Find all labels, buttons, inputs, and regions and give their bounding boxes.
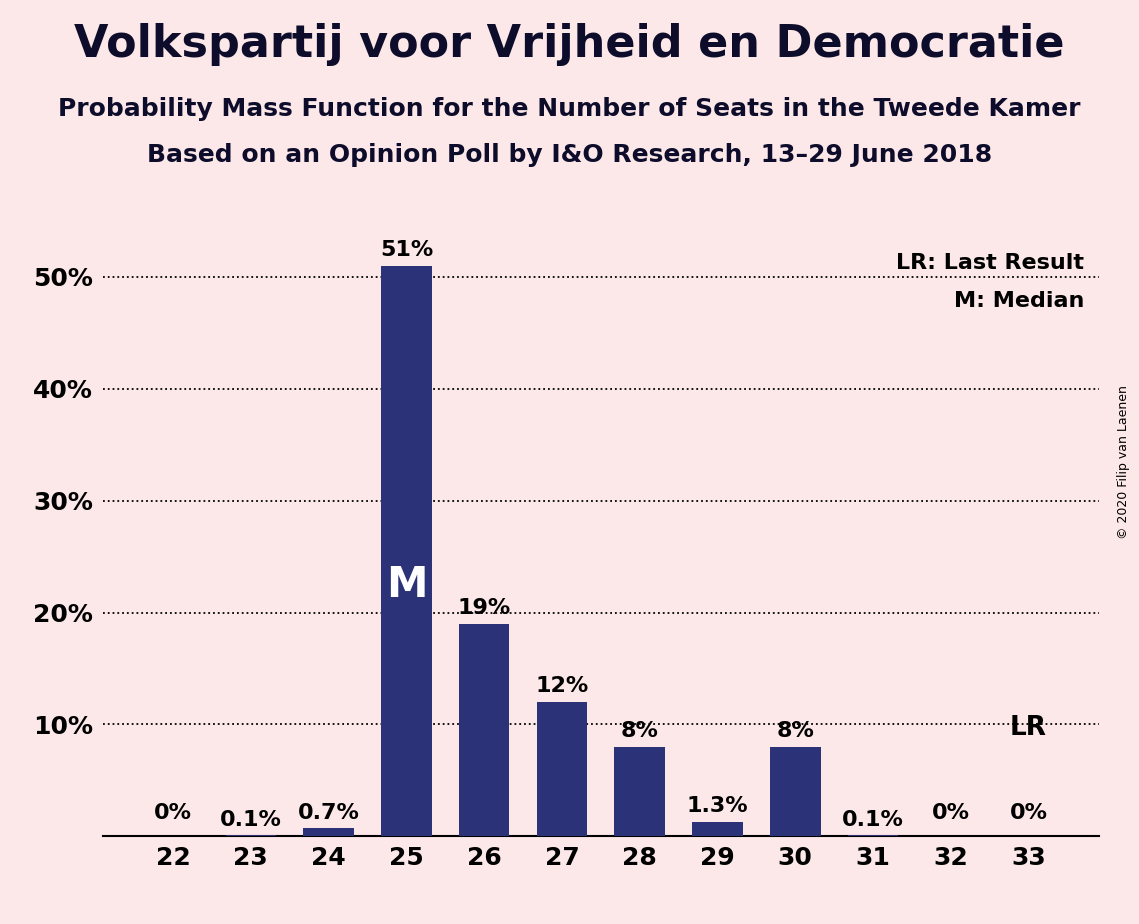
Bar [770,747,820,836]
Text: 51%: 51% [379,240,433,261]
Text: 0%: 0% [154,803,192,822]
Text: 12%: 12% [535,676,589,697]
Text: Based on an Opinion Poll by I&O Research, 13–29 June 2018: Based on an Opinion Poll by I&O Research… [147,143,992,167]
Text: 8%: 8% [621,721,658,741]
Text: 0%: 0% [1009,803,1048,822]
Text: M: Median: M: Median [953,291,1084,311]
Bar [459,624,509,836]
Text: LR: Last Result: LR: Last Result [896,253,1084,273]
Text: © 2020 Filip van Laenen: © 2020 Filip van Laenen [1117,385,1130,539]
Text: M: M [386,565,427,606]
Bar [614,747,665,836]
Text: LR: LR [1010,715,1047,741]
Text: Probability Mass Function for the Number of Seats in the Tweede Kamer: Probability Mass Function for the Number… [58,97,1081,121]
Text: 1.3%: 1.3% [687,796,748,816]
Bar [303,829,354,836]
Text: 19%: 19% [458,598,510,618]
Bar [847,835,899,836]
Text: Volkspartij voor Vrijheid en Democratie: Volkspartij voor Vrijheid en Democratie [74,23,1065,67]
Text: 0%: 0% [932,803,969,822]
Text: 0.1%: 0.1% [842,809,904,830]
Text: 0.1%: 0.1% [220,809,281,830]
Text: 8%: 8% [777,721,814,741]
Text: 0.7%: 0.7% [297,803,360,822]
Bar [382,266,432,836]
Bar [693,821,743,836]
Bar [536,702,588,836]
Bar [226,835,276,836]
